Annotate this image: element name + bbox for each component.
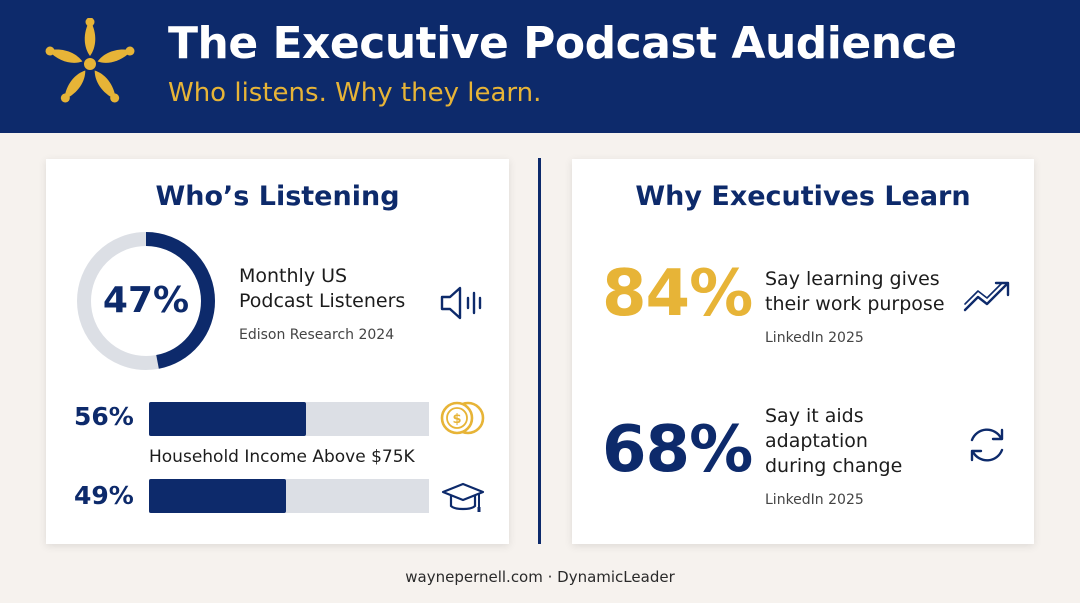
purpose-stat-text: Say learning gives their work purpose bbox=[765, 267, 945, 317]
education-bar-fill bbox=[149, 479, 287, 513]
income-bar-track bbox=[149, 402, 429, 436]
ring-fill bbox=[77, 232, 215, 370]
page-subtitle: Who listens. Why they learn. bbox=[168, 78, 542, 108]
coins-icon: $ bbox=[440, 401, 485, 435]
purpose-stat-line1: Say learning gives bbox=[765, 268, 940, 290]
ring-percentage: 47% bbox=[102, 280, 190, 321]
ring-metric-title: Monthly US Podcast Listeners bbox=[239, 264, 405, 314]
adaptation-stat-text: Say it aids adaptation during change bbox=[765, 404, 902, 479]
education-bar-percentage: 49% bbox=[74, 481, 134, 510]
svg-text:$: $ bbox=[452, 412, 461, 427]
purpose-stat-percentage: 84% bbox=[602, 257, 753, 331]
income-bar-percentage: 56% bbox=[74, 402, 134, 431]
sunburst-people-logo bbox=[44, 18, 136, 105]
adaptation-stat-percentage: 68% bbox=[602, 413, 753, 487]
vertical-divider bbox=[538, 158, 541, 544]
graduation-cap-icon bbox=[441, 482, 485, 512]
ring-metric-line1: Monthly US bbox=[239, 265, 348, 287]
purpose-stat-source: LinkedIn 2025 bbox=[765, 330, 864, 346]
footer-credit: waynepernell.com · DynamicLeader bbox=[405, 568, 675, 586]
education-bar-track bbox=[149, 479, 429, 513]
header-banner: The Executive Podcast Audience Who liste… bbox=[0, 0, 1080, 133]
page-title: The Executive Podcast Audience bbox=[168, 18, 957, 69]
card-title-why-executives-learn: Why Executives Learn bbox=[635, 181, 971, 212]
income-bar-caption: Household Income Above $75K bbox=[149, 447, 415, 467]
refresh-cycle-icon bbox=[970, 428, 1004, 462]
purpose-stat-line2: their work purpose bbox=[765, 293, 945, 315]
ring-metric-source: Edison Research 2024 bbox=[239, 327, 395, 343]
whos-listening-card: Who’s Listening 47% Monthly US Podcast L… bbox=[46, 159, 509, 544]
adaptation-stat-line3: during change bbox=[765, 455, 903, 477]
speaker-sound-icon bbox=[440, 286, 482, 320]
ring-metric-line2: Podcast Listeners bbox=[239, 290, 406, 312]
listener-ring-chart bbox=[77, 232, 215, 370]
trending-up-icon bbox=[963, 281, 1010, 312]
adaptation-stat-line2: adaptation bbox=[765, 430, 868, 452]
why-executives-learn-card: Why Executives Learn 84% Say learning gi… bbox=[572, 159, 1034, 544]
income-bar-fill bbox=[149, 402, 306, 436]
adaptation-stat-source: LinkedIn 2025 bbox=[765, 492, 864, 508]
adaptation-stat-line1: Say it aids bbox=[765, 405, 864, 427]
card-title-whos-listening: Who’s Listening bbox=[155, 181, 400, 212]
